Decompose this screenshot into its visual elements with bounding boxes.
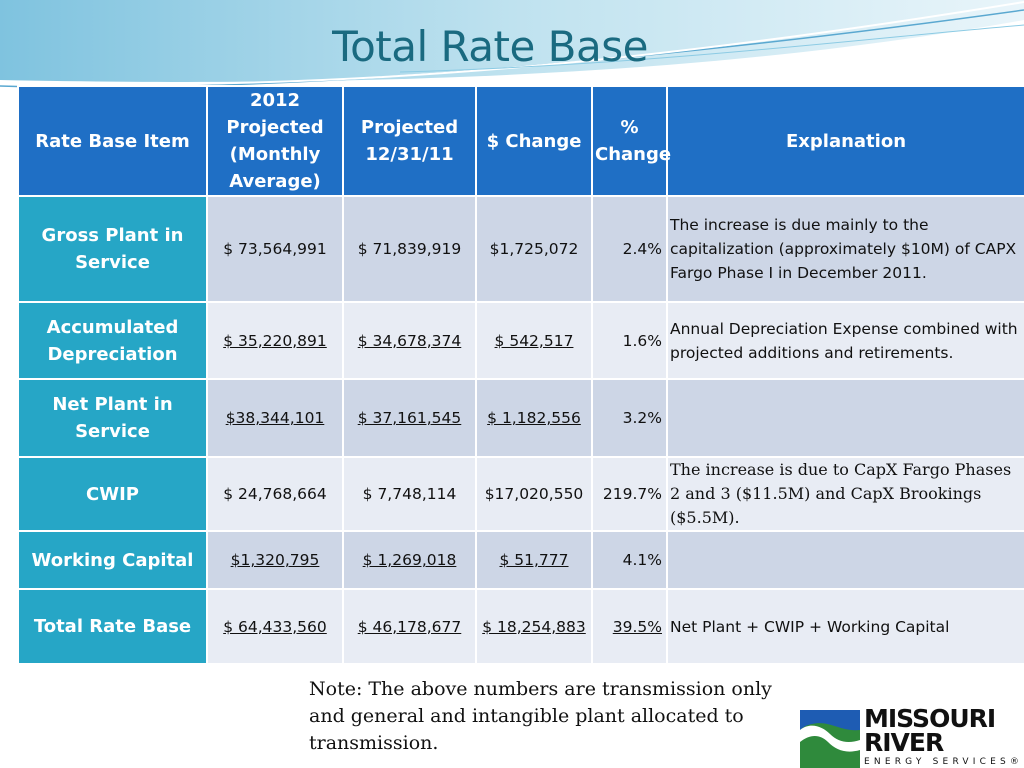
cell-2012-projected: $ 64,433,560: [206, 588, 344, 665]
cell-percent-change: 2.4%: [591, 195, 668, 303]
cell-projected-123111: $ 34,678,374: [342, 301, 477, 380]
column-header-projected-123111: Projected 12/31/11: [342, 85, 477, 197]
cell-dollar-change: $1,725,072: [475, 195, 593, 303]
cell-percent-change: 1.6%: [591, 301, 668, 380]
cell-projected-123111: $ 37,161,545: [342, 378, 477, 458]
row-label: Working Capital: [17, 530, 208, 590]
row-label: Gross Plant in Service: [17, 195, 208, 303]
cell-percent-change: 3.2%: [591, 378, 668, 458]
cell-projected-123111: $ 46,178,677: [342, 588, 477, 665]
table-row: Total Rate Base $ 64,433,560 $ 46,178,67…: [17, 588, 1024, 665]
row-label: Net Plant in Service: [17, 378, 208, 458]
column-header-item: Rate Base Item: [17, 85, 208, 197]
header-swoosh-graphic: [0, 0, 1024, 89]
cell-projected-123111: $ 7,748,114: [342, 456, 477, 532]
logo-line1: MISSOURI: [864, 704, 996, 733]
table-row: Working Capital $1,320,795 $ 1,269,018 $…: [17, 530, 1024, 590]
rate-base-table: Rate Base Item 2012 Projected (Monthly A…: [17, 85, 1024, 665]
column-header-explanation: Explanation: [666, 85, 1024, 197]
cell-explanation: Net Plant + CWIP + Working Capital: [666, 588, 1024, 665]
table-row: Net Plant in Service $38,344,101 $ 37,16…: [17, 378, 1024, 458]
cell-explanation: [666, 530, 1024, 590]
cell-projected-123111: $ 1,269,018: [342, 530, 477, 590]
cell-dollar-change: $ 1,182,556: [475, 378, 593, 458]
cell-dollar-change: $ 542,517: [475, 301, 593, 380]
footnote: Note: The above numbers are transmission…: [309, 678, 772, 754]
row-label: Accumulated Depreciation: [17, 301, 208, 380]
cell-percent-change: 219.7%: [591, 456, 668, 532]
cell-2012-projected: $ 35,220,891: [206, 301, 344, 380]
cell-dollar-change: $ 18,254,883: [475, 588, 593, 665]
page-title: Total Rate Base: [332, 22, 648, 71]
table-header-row: Rate Base Item 2012 Projected (Monthly A…: [17, 85, 1024, 197]
column-header-percent-change: % Change: [591, 85, 671, 197]
logo-wordmark: MISSOURI RIVER: [864, 704, 996, 757]
cell-projected-123111: $ 71,839,919: [342, 195, 477, 303]
table-row: Gross Plant in Service $ 73,564,991 $ 71…: [17, 195, 1024, 303]
row-label: Total Rate Base: [17, 588, 208, 665]
column-header-2012-projected: 2012 Projected (Monthly Average): [206, 85, 344, 197]
cell-percent-change: 4.1%: [591, 530, 668, 590]
cell-explanation: The increase is due to CapX Fargo Phases…: [666, 456, 1024, 532]
cell-explanation: Annual Depreciation Expense combined wit…: [666, 301, 1024, 380]
row-label: CWIP: [17, 456, 208, 532]
cell-2012-projected: $38,344,101: [206, 378, 344, 458]
cell-percent-change: 39.5%: [591, 588, 668, 665]
cell-dollar-change: $ 51,777: [475, 530, 593, 590]
cell-2012-projected: $ 73,564,991: [206, 195, 344, 303]
logo-tagline: ENERGY SERVICES®: [864, 757, 1024, 767]
table-row: Accumulated Depreciation $ 35,220,891 $ …: [17, 301, 1024, 380]
company-logo: MISSOURI RIVER ENERGY SERVICES®: [800, 704, 1024, 768]
cell-explanation: [666, 378, 1024, 458]
table-row: CWIP $ 24,768,664 $ 7,748,114 $17,020,55…: [17, 456, 1024, 532]
missouri-river-logo-icon: [800, 710, 860, 768]
column-header-dollar-change: $ Change: [475, 85, 593, 197]
logo-line2: RIVER: [864, 728, 944, 757]
cell-2012-projected: $1,320,795: [206, 530, 344, 590]
cell-explanation: The increase is due mainly to the capita…: [666, 195, 1024, 303]
cell-dollar-change: $17,020,550: [475, 456, 593, 532]
cell-2012-projected: $ 24,768,664: [206, 456, 344, 532]
